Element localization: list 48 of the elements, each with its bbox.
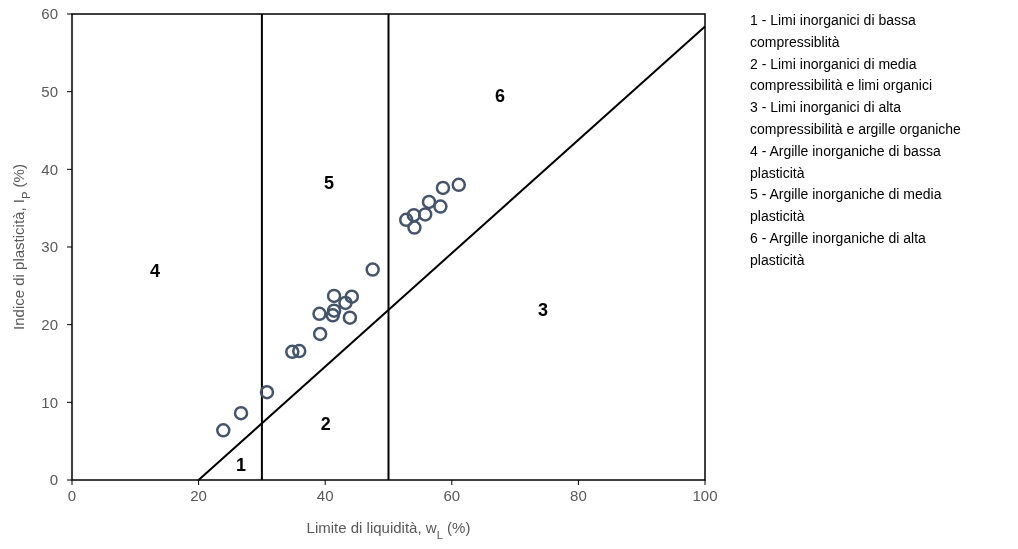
point: [312, 306, 327, 322]
point: [326, 303, 342, 318]
y-tick-label: 30: [41, 238, 58, 256]
text: 3 - Limi inorganici di alta compressibilità e argille organiche: [750, 99, 962, 137]
point: [259, 384, 275, 400]
point: [435, 180, 451, 196]
point: [233, 405, 249, 421]
x-tick-label: 40: [316, 487, 334, 504]
x-tick-label: 20: [190, 487, 207, 504]
point: [421, 194, 437, 210]
text: 5 - Argille inorganiche di media plasticità: [750, 186, 942, 225]
annotation: 6: [494, 85, 505, 106]
point: [312, 326, 328, 342]
annotation: 1: [236, 455, 247, 476]
x-tick-label: 80: [570, 487, 587, 504]
x-axis-title: Limite di liquidità, w$_{L}$ (%): [306, 519, 471, 541]
point: [406, 207, 422, 223]
x-tick-label: 100: [692, 487, 718, 504]
y-tick-label: 60: [41, 5, 58, 23]
point: [407, 220, 422, 235]
x-tick-label: 0: [67, 487, 77, 504]
annotation: 5: [323, 173, 335, 194]
point: [326, 288, 342, 304]
text: 1 - Limi inorganici di bassa compressiblità: [750, 11, 916, 50]
point: [292, 343, 307, 359]
text: 6 - Argille inorganiche di alta plasticità: [750, 229, 927, 268]
point: [325, 308, 341, 323]
annotation: 2: [320, 414, 331, 435]
point: [342, 310, 358, 325]
point: [365, 262, 380, 277]
point: [451, 177, 467, 193]
point: [285, 344, 300, 360]
annotation: 4: [149, 260, 160, 281]
point: [398, 212, 414, 228]
y-tick-label: 10: [41, 393, 58, 411]
x-tick-label: 60: [443, 487, 461, 504]
point: [433, 199, 448, 214]
y-tick-label: 50: [41, 82, 58, 100]
point: [344, 289, 360, 304]
point: [417, 207, 433, 222]
y-tick-label: 20: [41, 315, 58, 333]
y-tick-label: 40: [41, 160, 58, 178]
annotation: 3: [537, 300, 548, 321]
text: 4 - Argille inorganiche di bassa plasticità: [750, 142, 941, 181]
point: [338, 295, 353, 311]
text: 2 - Limi inorganici di media compressibilità e limi organici: [750, 55, 933, 94]
y-tick-label: 0: [49, 471, 58, 489]
point: [216, 423, 231, 438]
